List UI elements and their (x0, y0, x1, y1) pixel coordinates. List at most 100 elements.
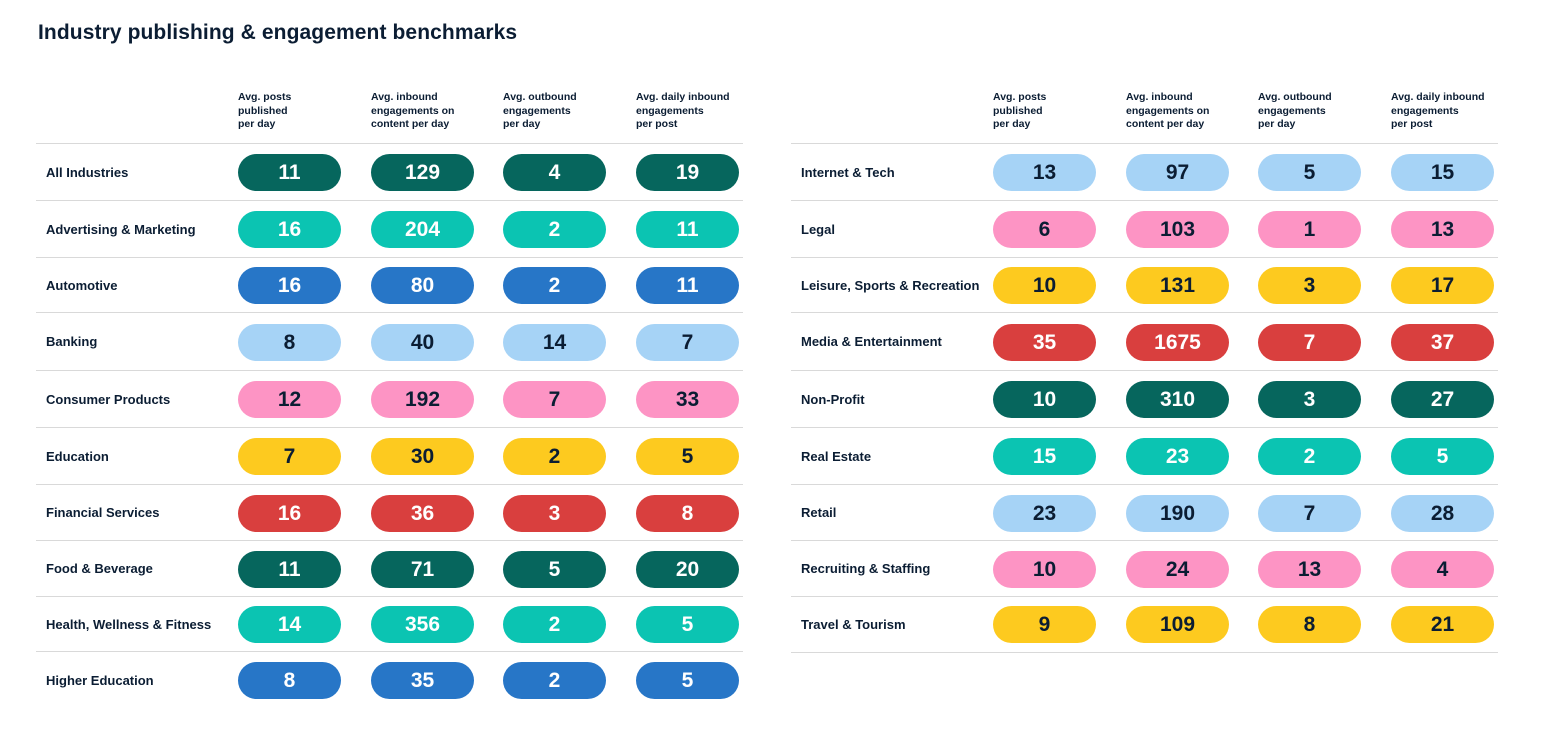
table-row: Internet & Tech 13 97 5 15 (791, 143, 1498, 201)
table-row: Education 7 30 2 5 (36, 427, 743, 485)
value-pill: 36 (371, 495, 474, 532)
table-row: Recruiting & Staffing 10 24 13 4 (791, 540, 1498, 597)
value-pill: 7 (238, 438, 341, 475)
column-header-line: engagements (503, 104, 571, 117)
left-column-header-2: Avg. inbound engagements on content per da… (371, 91, 489, 132)
table-row: Consumer Products 12 192 7 33 (36, 370, 743, 428)
table-row: Higher Education 8 35 2 5 (36, 651, 743, 709)
left-column-header-3: Avg. outbound engagements per day (503, 91, 621, 132)
column-header-line: per day (993, 118, 1031, 130)
industry-label: Financial Services (46, 505, 160, 520)
value-pill: 17 (1391, 267, 1494, 304)
value-pill: 109 (1126, 606, 1229, 643)
column-header-line: engagements (636, 104, 704, 117)
value-pill: 12 (238, 381, 341, 418)
value-pill: 8 (636, 495, 739, 532)
value-pill: 16 (238, 495, 341, 532)
value-pill: 4 (1391, 551, 1494, 588)
table-row: Financial Services 16 36 3 8 (36, 484, 743, 541)
left-column-header-1: Avg. posts published per day (238, 91, 356, 132)
value-pill: 129 (371, 154, 474, 191)
column-header-line: Avg. inbound (371, 91, 438, 103)
value-pill: 8 (238, 324, 341, 361)
industry-label: Banking (46, 334, 98, 349)
column-header-line: Avg. posts (238, 91, 292, 103)
column-header-line: published (993, 104, 1043, 117)
value-pill: 2 (503, 606, 606, 643)
value-pill: 19 (636, 154, 739, 191)
value-pill: 2 (503, 211, 606, 248)
value-pill: 13 (1258, 551, 1361, 588)
value-pill: 16 (238, 211, 341, 248)
column-header-line: engagements on (371, 104, 455, 117)
column-header-line: Avg. inbound (1126, 91, 1193, 103)
value-pill: 33 (636, 381, 739, 418)
column-header-line: Avg. outbound (503, 91, 577, 103)
value-pill: 192 (371, 381, 474, 418)
industry-label: Education (46, 449, 109, 464)
table-row: Leisure, Sports & Recreation 10 131 3 17 (791, 257, 1498, 313)
value-pill: 2 (503, 438, 606, 475)
value-pill: 80 (371, 267, 474, 304)
value-pill: 16 (238, 267, 341, 304)
table-row: Banking 8 40 14 7 (36, 312, 743, 371)
value-pill: 5 (1391, 438, 1494, 475)
right-column-header-1: Avg. posts published per day (993, 91, 1111, 132)
value-pill: 35 (371, 662, 474, 699)
column-header-line: published (238, 104, 288, 117)
value-pill: 23 (1126, 438, 1229, 475)
industry-label: Recruiting & Staffing (801, 561, 931, 576)
value-pill: 30 (371, 438, 474, 475)
column-header-line: per day (1258, 118, 1296, 130)
industry-label: Media & Entertainment (801, 334, 942, 349)
value-pill: 204 (371, 211, 474, 248)
value-pill: 7 (636, 324, 739, 361)
value-pill: 3 (1258, 267, 1361, 304)
industry-label: Health, Wellness & Fitness (46, 617, 212, 632)
column-header-line: Avg. daily inbound (1391, 91, 1485, 103)
value-pill: 14 (503, 324, 606, 361)
value-pill: 5 (636, 606, 739, 643)
value-pill: 27 (1391, 381, 1494, 418)
column-header-line: engagements on (1126, 104, 1210, 117)
value-pill: 5 (636, 662, 739, 699)
value-pill: 20 (636, 551, 739, 588)
value-pill: 4 (503, 154, 606, 191)
value-pill: 11 (636, 267, 739, 304)
table-row: Food & Beverage 11 71 5 20 (36, 540, 743, 597)
value-pill: 7 (1258, 324, 1361, 361)
column-header-line: content per day (1126, 118, 1205, 130)
value-pill: 131 (1126, 267, 1229, 304)
value-pill: 15 (993, 438, 1096, 475)
value-pill: 7 (503, 381, 606, 418)
value-pill: 11 (636, 211, 739, 248)
table-row: Legal 6 103 1 13 (791, 200, 1498, 258)
value-pill: 13 (993, 154, 1096, 191)
value-pill: 28 (1391, 495, 1494, 532)
right-column-header-2: Avg. inbound engagements on content per da… (1126, 91, 1244, 132)
value-pill: 190 (1126, 495, 1229, 532)
column-header-line: per post (1391, 118, 1433, 130)
column-header-line: per day (503, 118, 541, 130)
column-header-line: per day (238, 118, 276, 130)
column-header-line: Avg. daily inbound (636, 91, 730, 103)
value-pill: 14 (238, 606, 341, 643)
industry-label: Internet & Tech (801, 165, 895, 180)
industry-label: Automotive (46, 278, 118, 293)
value-pill: 7 (1258, 495, 1361, 532)
value-pill: 37 (1391, 324, 1494, 361)
value-pill: 1675 (1126, 324, 1229, 361)
table-row: Automotive 16 80 2 11 (36, 257, 743, 313)
column-header-line: Avg. posts (993, 91, 1047, 103)
left-column-header-4: Avg. daily inbound engagements per post (636, 91, 754, 132)
value-pill: 310 (1126, 381, 1229, 418)
industry-label: Food & Beverage (46, 561, 153, 576)
table-row: Real Estate 15 23 2 5 (791, 427, 1498, 485)
column-header-line: Avg. outbound (1258, 91, 1332, 103)
value-pill: 11 (238, 551, 341, 588)
value-pill: 71 (371, 551, 474, 588)
right-column-header-4: Avg. daily inbound engagements per post (1391, 91, 1509, 132)
table-row: Advertising & Marketing 16 204 2 11 (36, 200, 743, 258)
industry-label: Real Estate (801, 449, 872, 464)
value-pill: 11 (238, 154, 341, 191)
